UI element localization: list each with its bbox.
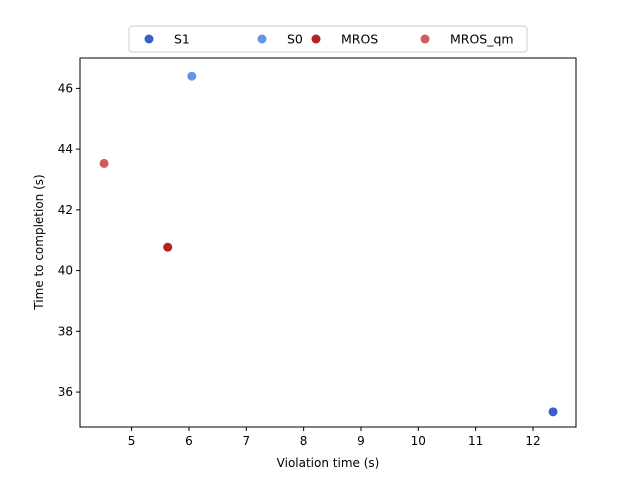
x-tick-label: 10 xyxy=(411,434,426,448)
x-tick-label: 6 xyxy=(185,434,193,448)
legend-label: MROS_qm xyxy=(450,32,514,47)
x-axis-ticks: 5 6 7 8 9 10 11 12 xyxy=(128,427,541,448)
x-tick-label: 11 xyxy=(468,434,483,448)
legend-marker xyxy=(311,34,321,44)
x-tick-label: 9 xyxy=(357,434,365,448)
data-point xyxy=(163,242,173,252)
y-axis-ticks: 36 38 40 42 44 46 xyxy=(58,81,80,399)
data-point xyxy=(548,407,558,417)
data-point xyxy=(99,158,109,168)
legend-label: S1 xyxy=(174,32,190,47)
data-points xyxy=(99,71,558,417)
y-tick-label: 42 xyxy=(58,203,73,217)
data-point xyxy=(187,71,197,81)
y-tick-label: 46 xyxy=(58,81,73,95)
legend-box xyxy=(128,25,528,53)
y-tick-label: 36 xyxy=(58,385,73,399)
x-tick-label: 8 xyxy=(300,434,308,448)
plot-area xyxy=(79,57,577,428)
y-tick-label: 38 xyxy=(58,324,73,338)
legend-label: MROS xyxy=(341,32,378,47)
y-tick-label: 40 xyxy=(58,264,73,278)
y-axis-label: Time to completion (s) xyxy=(32,174,46,310)
legend-marker xyxy=(257,34,267,44)
legend-marker xyxy=(144,34,154,44)
x-axis-label: Violation time (s) xyxy=(277,456,380,470)
x-tick-label: 12 xyxy=(525,434,540,448)
legend-label: S0 xyxy=(287,32,303,47)
x-tick-label: 7 xyxy=(242,434,250,448)
legend-marker xyxy=(420,34,430,44)
legend: S1 S0 MROS MROS_qm xyxy=(128,25,528,53)
x-tick-label: 5 xyxy=(128,434,136,448)
y-tick-label: 44 xyxy=(58,142,73,156)
